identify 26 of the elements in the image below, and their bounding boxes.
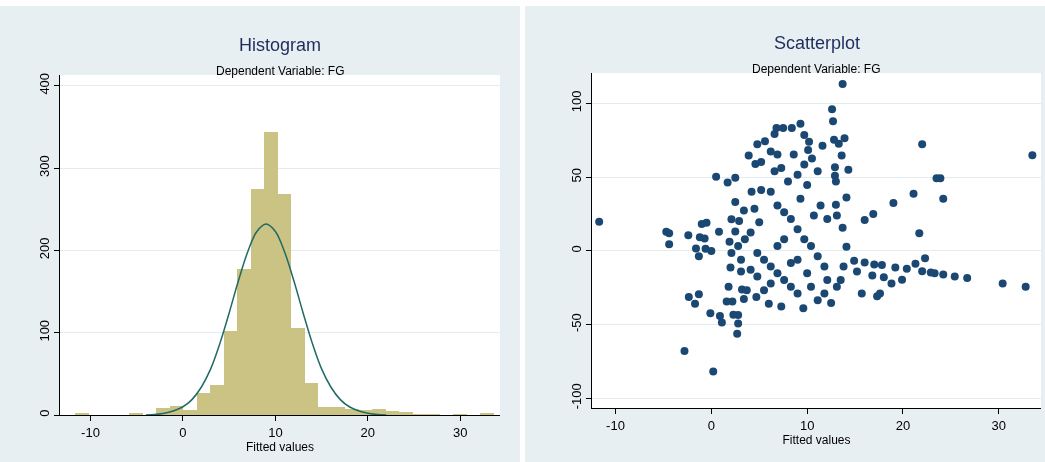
x-tick-label: 10 [799, 417, 815, 433]
chart-subtitle: Dependent Variable: FG [752, 62, 881, 76]
x-tick-label: 20 [360, 424, 376, 440]
y-tick-label: 0 [36, 409, 52, 417]
x-tick-label: 30 [991, 417, 1007, 433]
y-tick-label: 0 [568, 245, 584, 253]
x-tick-label: -10 [606, 417, 625, 433]
x-tick-label: -10 [81, 424, 100, 440]
x-tick-label: 0 [707, 417, 715, 433]
x-tick-label: 20 [895, 417, 911, 433]
y-tick-label: 300 [36, 155, 52, 177]
y-tick-label: 100 [568, 90, 584, 113]
chart-subtitle: Dependent Variable: FG [216, 64, 345, 78]
x-tick-label: 30 [453, 424, 468, 440]
y-tick-label: 50 [568, 167, 584, 183]
x-tick-label: 10 [268, 424, 283, 440]
x-tick-label: 0 [179, 424, 187, 440]
y-tick-label: 200 [36, 237, 52, 260]
y-tick-label: 100 [36, 319, 52, 342]
y-tick-label: -50 [568, 313, 584, 332]
chart-title: Histogram [239, 35, 322, 55]
y-tick-label: -100 [568, 383, 584, 410]
chart-title: Scatterplot [774, 33, 861, 53]
y-tick-label: 400 [36, 72, 52, 95]
x-axis-title: Fitted values [782, 433, 851, 448]
x-axis-title: Fitted values [245, 440, 315, 455]
